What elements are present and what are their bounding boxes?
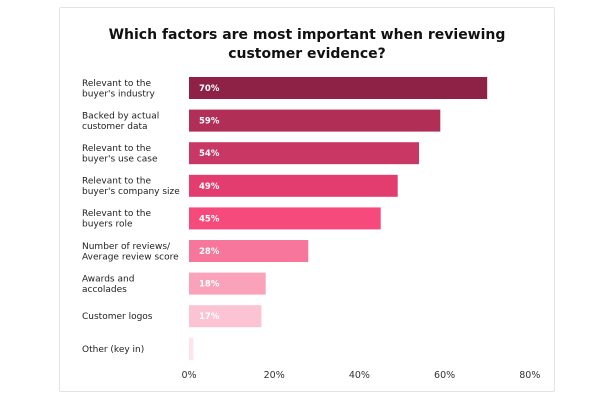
chart-card: Which factors are most important when re…: [59, 7, 555, 392]
category-label: Number of reviews/Average review score: [82, 242, 179, 262]
category-label: Relevant to the buyers role: [82, 209, 151, 230]
x-tick-label: 0%: [181, 370, 196, 381]
value-label: 28%: [199, 247, 220, 257]
bar: [189, 207, 381, 230]
value-label: 54%: [199, 149, 220, 159]
category-label: Relevant to the buyer's use case: [82, 144, 158, 165]
bar: [189, 109, 441, 132]
category-label: Relevant to the buyer's industry: [82, 79, 156, 100]
bar: [189, 337, 194, 360]
value-label: 17%: [199, 312, 220, 322]
bar: [189, 142, 419, 165]
value-label: 45%: [199, 214, 220, 224]
value-label: 59%: [199, 117, 220, 127]
category-label: Relevant to the buyer's company size: [82, 177, 180, 198]
category-label: Backed by actual customer data: [82, 111, 159, 132]
category-label: Customer logos: [82, 312, 153, 322]
x-tick-label: 40%: [349, 370, 370, 381]
bar: [189, 77, 488, 99]
value-label: 49%: [199, 182, 220, 192]
x-tick-label: 60%: [434, 370, 455, 381]
category-label: Other (key in): [82, 345, 144, 355]
chart-title: Which factors are most important when re…: [108, 27, 506, 62]
category-label: Awards and accolades: [82, 274, 134, 295]
value-label: 18%: [199, 280, 220, 290]
bar: [189, 305, 262, 328]
bar: [189, 174, 398, 197]
bar-chart: Relevant to the buyer's industry 70% Backed…: [82, 77, 540, 381]
x-tick-label: 20%: [264, 370, 285, 381]
bar: [189, 272, 266, 295]
value-label: 70%: [199, 84, 220, 94]
bar: [189, 240, 309, 262]
x-tick-label: 80%: [519, 370, 540, 381]
